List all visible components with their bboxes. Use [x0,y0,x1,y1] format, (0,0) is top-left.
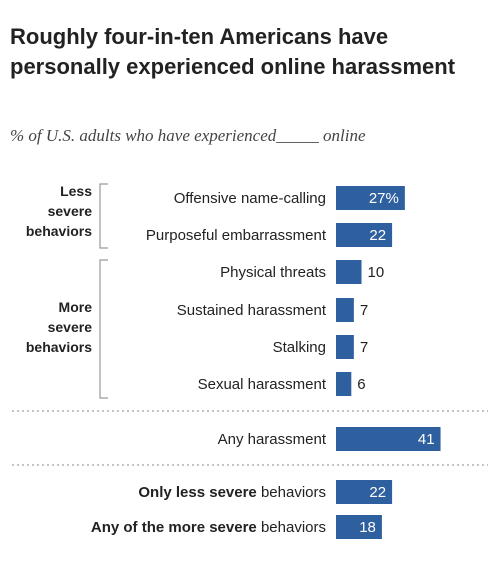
data-label: 27% [369,190,399,207]
data-label: 6 [357,376,365,393]
group-label: severe [48,319,93,335]
data-label: 41 [418,431,435,448]
group-label: More [59,299,93,315]
bar [336,223,393,247]
group-bracket [99,259,108,399]
category-label: Stalking [273,339,326,356]
category-label: Offensive name-calling [174,190,326,207]
category-label: Purposeful embarrassment [146,227,327,244]
bar [336,427,441,451]
group-label: behaviors [26,339,92,355]
data-label: 22 [369,484,386,501]
category-label: Only less severe behaviors [138,484,326,501]
category-label: Sustained harassment [177,302,327,319]
category-label: Physical threats [220,264,326,281]
category-label: Sexual harassment [198,376,327,393]
group-label: behaviors [26,223,92,239]
bar [336,335,354,359]
data-label: 22 [369,227,386,244]
category-label: Any of the more severe behaviors [91,519,326,536]
chart-subtitle: % of U.S. adults who have experienced___… [10,126,366,145]
data-label: 18 [359,519,376,536]
data-label: 7 [360,302,368,319]
chart-title: Roughly four-in-ten Americans have perso… [10,24,456,79]
data-label: 10 [368,264,385,281]
bar [336,260,362,284]
group-label: severe [48,203,93,219]
category-label: Any harassment [218,431,327,448]
bar [336,515,382,539]
group-label: Less [60,183,92,199]
bar [336,480,393,504]
bar [336,372,352,396]
group-bracket [99,183,108,249]
bar [336,186,405,210]
bar [336,298,354,322]
data-label: 7 [360,339,368,356]
